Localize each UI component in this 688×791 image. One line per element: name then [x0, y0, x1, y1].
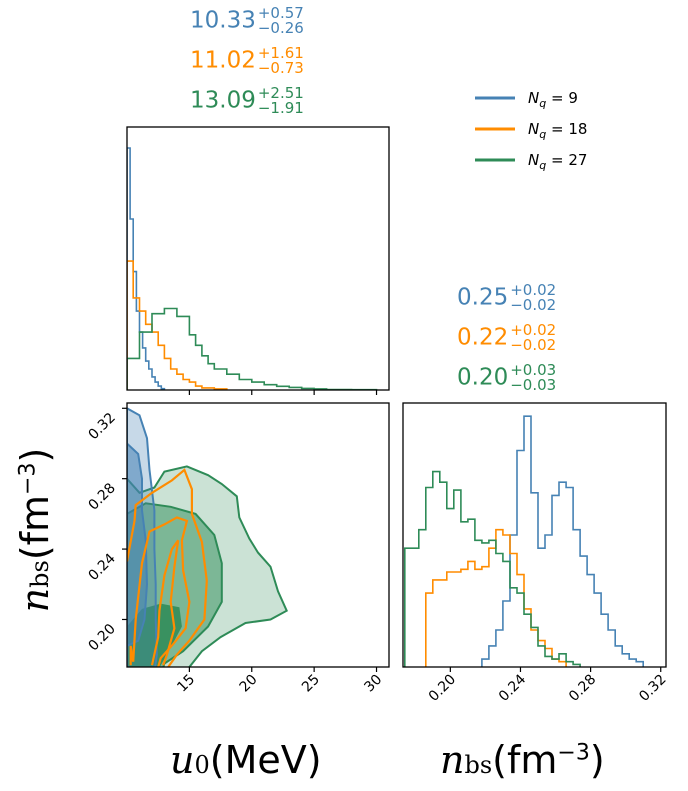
u0-hist-nq18	[127, 260, 228, 390]
u0-summary-nq27: 13.09 +2.51 −1.91	[190, 86, 304, 116]
legend-label-nq18: Nq = 18	[528, 120, 587, 141]
u0-median-nq18: 11.02	[190, 47, 256, 74]
u0-label-var: u	[170, 738, 195, 782]
nbs-ytick-label-0.24: 0.24	[85, 551, 118, 584]
nbs-histogram-frame	[402, 402, 667, 668]
u0-tick-label-25: 25	[299, 672, 323, 696]
nbs-summary-nq18: 0.22 +0.02 −0.02	[457, 323, 556, 353]
nbs-xtick-label-0.28: 0.28	[566, 672, 599, 705]
nbs-minus-nq18: −0.02	[510, 336, 557, 354]
nbs-hist-nq18	[425, 528, 567, 667]
nbs-ytick-label-0.28: 0.28	[85, 480, 118, 513]
u0-median-nq27: 13.09	[190, 87, 256, 114]
nbs-plus-nq9: +0.02	[510, 281, 557, 299]
nbs-label-var: n	[440, 738, 465, 782]
u0-tick-label-15: 15	[174, 672, 198, 696]
legend: Nq = 9 Nq = 18 Nq = 27	[475, 89, 587, 172]
nbs-hist-nq27	[404, 470, 581, 667]
u0-marginal-histogram	[127, 147, 378, 390]
u0-hist-nq9	[127, 147, 166, 390]
nbs-minus-nq9: −0.02	[510, 296, 557, 314]
u0-plus-nq27: +2.51	[257, 84, 304, 102]
nbs-ylabel-sub: bs	[26, 560, 54, 588]
nbs-summary-nq9: 0.25 +0.02 −0.02	[457, 283, 556, 313]
nbs-median-nq18: 0.22	[457, 324, 509, 351]
nbs-ylabel-sup: −3	[15, 462, 41, 495]
y-axis-label-nbs: nbs(fm−3)	[13, 410, 57, 650]
joint-plot-frame	[126, 402, 390, 668]
u0-histogram-frame	[126, 126, 390, 391]
u0-tick-label-20: 20	[237, 672, 261, 696]
x-axis-label-nbs: nbs(fm−3)	[440, 738, 605, 782]
u0-hist-nq27	[127, 307, 378, 390]
nbs-label-close: )	[589, 738, 605, 782]
nbs-plus-nq18: +0.02	[510, 321, 557, 339]
nbs-xtick-label-0.32: 0.32	[636, 672, 669, 705]
nbs-label-sub: bs	[464, 751, 493, 779]
u0-label-sub: 0	[194, 751, 210, 779]
nbs-median-nq27: 0.20	[457, 364, 509, 391]
nbs-ytick-label-0.32: 0.32	[85, 410, 118, 443]
nbs-ylabel-unit: (fm	[13, 494, 57, 561]
nbs-ylabel-var: n	[13, 587, 57, 613]
nbs-label-sup: −3	[557, 740, 590, 766]
u0-summary-nq18: 11.02 +1.61 −0.73	[190, 46, 304, 76]
contour-line-nq18-3	[129, 645, 135, 666]
nbs-ytick-label-0.2: 0.20	[85, 621, 118, 654]
u0-summary-nq9: 10.33 +0.57 −0.26	[190, 6, 304, 36]
nbs-xtick-label-0.2: 0.20	[426, 672, 459, 705]
nbs-ylabel-close: )	[13, 447, 57, 463]
x-axis-label-u0: u0(MeV)	[170, 738, 322, 782]
joint-contour-plot	[127, 407, 288, 667]
legend-label-nq9: Nq = 9	[528, 89, 578, 110]
u0-minus-nq18: −0.73	[257, 59, 304, 77]
u0-plus-nq9: +0.57	[257, 4, 304, 22]
contour-fill-nq9-4	[127, 442, 149, 648]
nbs-label-unit: (fm	[492, 738, 558, 782]
u0-median-nq9: 10.33	[190, 7, 256, 34]
u0-plus-nq18: +1.61	[257, 44, 304, 62]
legend-label-nq27: Nq = 27	[528, 151, 587, 172]
u0-tick-label-30: 30	[361, 672, 385, 696]
u0-label-unit: (MeV)	[209, 738, 322, 782]
nbs-xtick-label-0.24: 0.24	[496, 671, 529, 704]
contour-line-nq18-0	[127, 468, 208, 667]
contour-line-nq18-1	[132, 516, 191, 667]
nbs-minus-nq27: −0.03	[510, 376, 557, 394]
nbs-marginal-histogram	[404, 415, 644, 667]
contour-line-nq18-2	[150, 539, 180, 666]
u0-minus-nq27: −1.91	[257, 99, 304, 117]
nbs-hist-nq9	[481, 415, 644, 667]
u0-minus-nq9: −0.26	[257, 19, 304, 37]
nbs-plus-nq27: +0.03	[510, 361, 557, 379]
nbs-median-nq9: 0.25	[457, 284, 509, 311]
nbs-summary-nq27: 0.20 +0.03 −0.03	[457, 363, 556, 393]
